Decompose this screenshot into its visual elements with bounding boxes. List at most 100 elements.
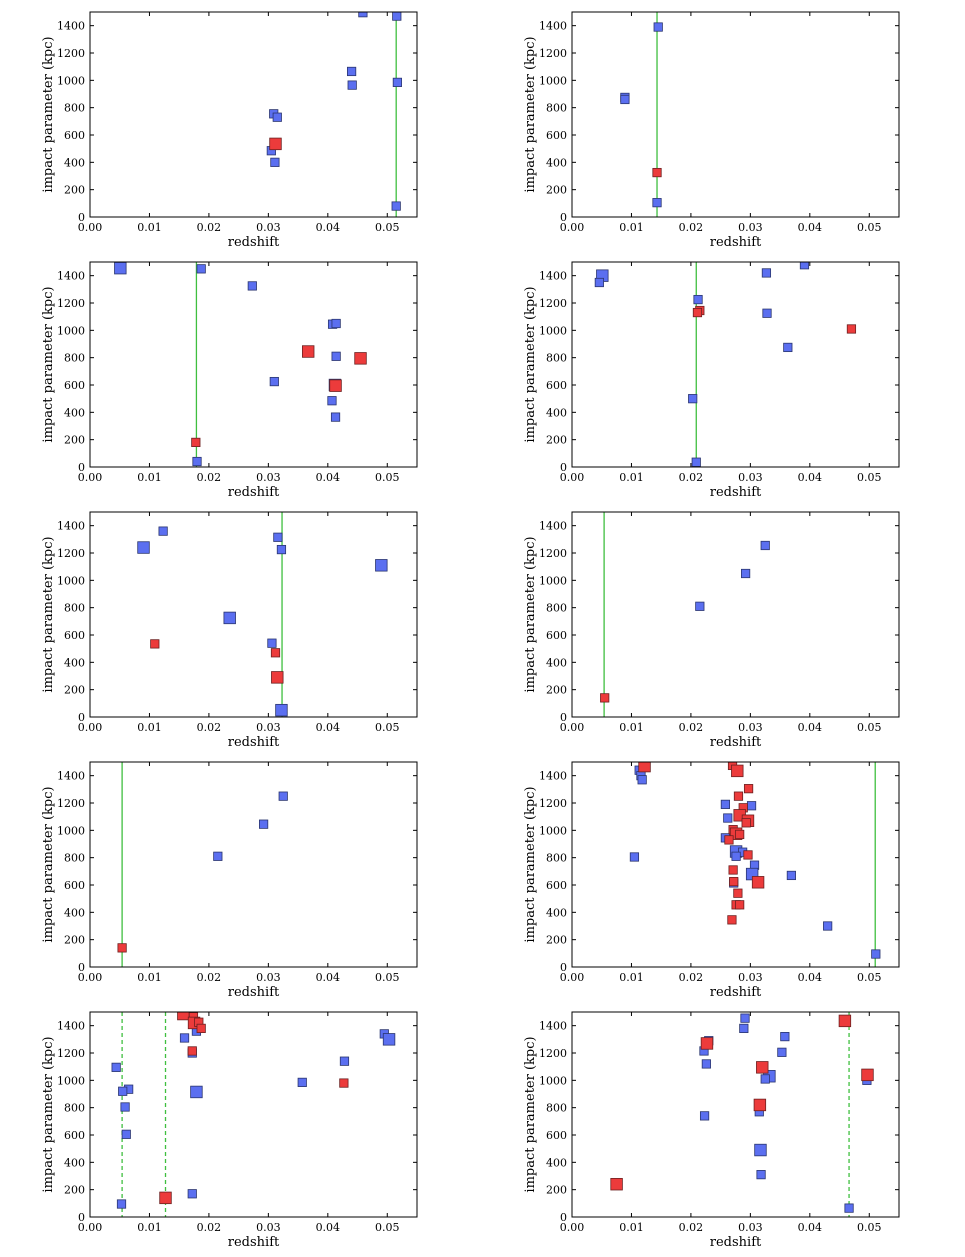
data-point-red [741, 818, 751, 828]
x-tick-label: 0.00 [560, 721, 585, 734]
x-tick-label: 0.02 [679, 1221, 704, 1234]
data-point-blue [739, 1023, 749, 1033]
x-tick-label: 0.04 [798, 721, 823, 734]
plot-frame [89, 261, 418, 468]
x-tick-label: 0.05 [857, 471, 882, 484]
scatter-panel-7: 0.00 0.01 0.02 0.03 0.04 0.05 0 200 400 600 800 100… [41, 761, 418, 1000]
data-point-red [700, 1037, 714, 1050]
y-tick-label: 1000 [57, 1074, 85, 1087]
data-point-blue [120, 1102, 130, 1112]
data-point-red [743, 850, 753, 860]
data-point-blue [270, 157, 280, 167]
y-tick-label: 400 [64, 1156, 85, 1169]
y-tick-label: 400 [546, 656, 567, 669]
y-tick-label: 200 [64, 1184, 85, 1197]
data-point-red [159, 1191, 172, 1205]
y-axis-label: impact parameter (kpc) [41, 536, 56, 692]
x-tick-label: 0.05 [375, 1221, 400, 1234]
y-tick-label: 800 [64, 102, 85, 115]
x-tick-label: 0.03 [256, 721, 281, 734]
data-point-blue [799, 262, 810, 270]
scatter-panel-1: 0.00 0.01 0.02 0.03 0.04 0.05 0 200 400 600 800 100… [41, 11, 418, 250]
x-tick-label: 0.05 [857, 721, 882, 734]
y-axis-label: impact parameter (kpc) [523, 536, 538, 692]
data-point-blue [358, 12, 368, 18]
data-point-blue [786, 870, 796, 881]
data-point-blue [114, 262, 127, 275]
y-tick-label: 0 [78, 211, 85, 224]
data-point-blue [761, 268, 772, 278]
x-tick-label: 0.01 [619, 971, 644, 984]
data-point-red [729, 876, 739, 887]
y-tick-label: 0 [78, 711, 85, 724]
y-tick-label: 800 [64, 602, 85, 615]
y-tick-label: 400 [546, 156, 567, 169]
scatter-panel-2: 0.00 0.01 0.02 0.03 0.04 0.05 0 200 400 600 800 100… [523, 11, 900, 250]
y-tick-label: 400 [64, 906, 85, 919]
y-tick-label: 200 [64, 934, 85, 947]
x-tick-label: 0.05 [375, 721, 400, 734]
plot-frame [571, 11, 900, 218]
y-tick-label: 1200 [57, 797, 85, 810]
x-tick-label: 0.01 [137, 471, 162, 484]
y-tick-label: 800 [546, 602, 567, 615]
data-point-blue [346, 66, 357, 77]
y-tick-label: 200 [546, 1184, 567, 1197]
y-tick-label: 0 [78, 461, 85, 474]
y-tick-label: 1200 [539, 547, 567, 560]
data-point-red [269, 137, 282, 151]
scatter-panel-6: 0.00 0.01 0.02 0.03 0.04 0.05 0 200 400 600 800 100… [523, 511, 900, 750]
y-tick-label: 1000 [57, 324, 85, 337]
y-tick-label: 0 [560, 1211, 567, 1224]
y-tick-label: 0 [78, 961, 85, 974]
x-tick-label: 0.01 [619, 721, 644, 734]
data-point-blue [691, 457, 701, 467]
data-point-red [638, 762, 651, 773]
data-point-blue [844, 1203, 854, 1213]
data-point-red [652, 167, 662, 178]
data-point-blue [121, 1129, 131, 1139]
data-point-blue [783, 342, 793, 353]
y-tick-label: 1400 [57, 770, 85, 783]
x-axis-label: redshift [228, 1235, 280, 1250]
x-tick-label: 0.05 [375, 221, 400, 234]
y-tick-label: 600 [64, 629, 85, 642]
x-tick-label: 0.01 [137, 221, 162, 234]
plot-frame [571, 761, 900, 968]
y-axis-label: impact parameter (kpc) [523, 36, 538, 192]
x-tick-label: 0.03 [738, 1221, 763, 1234]
x-tick-label: 0.05 [375, 471, 400, 484]
data-point-red [301, 345, 315, 358]
x-tick-label: 0.04 [316, 1221, 341, 1234]
y-tick-label: 1000 [57, 74, 85, 87]
data-point-blue [190, 1085, 203, 1099]
data-point-blue [777, 1047, 787, 1057]
x-tick-label: 0.01 [137, 971, 162, 984]
x-tick-label: 0.04 [798, 971, 823, 984]
x-axis-label: redshift [228, 985, 280, 1000]
plot-frame [571, 511, 900, 718]
x-axis-label: redshift [710, 735, 762, 750]
data-point-red [838, 1014, 852, 1028]
data-point-blue [637, 775, 647, 785]
x-tick-label: 0.00 [560, 971, 585, 984]
y-tick-label: 400 [64, 656, 85, 669]
x-tick-label: 0.00 [78, 1221, 103, 1234]
plot-frame [571, 261, 900, 468]
x-tick-label: 0.05 [857, 971, 882, 984]
data-point-red [692, 307, 703, 318]
x-tick-label: 0.02 [679, 721, 704, 734]
y-tick-label: 400 [546, 406, 567, 419]
scatter-panel-3: 0.00 0.01 0.02 0.03 0.04 0.05 0 200 400 600 800 100… [41, 261, 418, 500]
x-tick-label: 0.05 [375, 971, 400, 984]
data-point-red [724, 835, 734, 845]
data-point-red [743, 784, 754, 794]
y-tick-label: 200 [546, 684, 567, 697]
data-point-red [731, 764, 744, 778]
y-tick-label: 1200 [539, 47, 567, 60]
data-point-blue [278, 791, 288, 801]
y-tick-label: 1400 [539, 20, 567, 33]
y-tick-label: 1200 [57, 47, 85, 60]
x-tick-label: 0.02 [197, 1221, 222, 1234]
